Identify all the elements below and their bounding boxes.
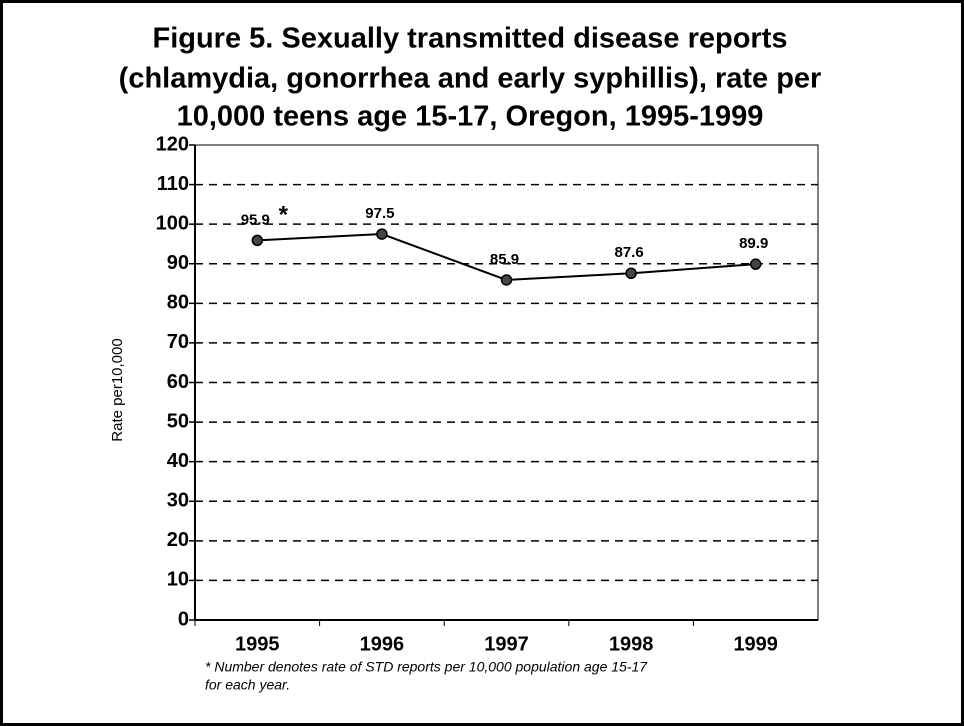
- y-tick-label: 20: [167, 529, 189, 551]
- data-label: 89.9: [739, 235, 768, 252]
- chart-title: (chlamydia, gonorrhea and early syphilli…: [119, 63, 822, 95]
- marker: [376, 228, 388, 240]
- y-tick-label: 80: [167, 292, 189, 314]
- y-tick-label: 30: [167, 490, 189, 512]
- data-label: 95.9: [241, 211, 270, 228]
- y-tick-label: 110: [157, 173, 189, 195]
- data-label: 87.6: [614, 244, 643, 261]
- annotation: *: [279, 202, 289, 229]
- y-tick-label: 120: [156, 133, 189, 155]
- footnote: * Number denotes rate of STD reports per…: [205, 659, 648, 675]
- x-tick-label: 1999: [733, 633, 778, 655]
- x-tick-label: 1998: [609, 633, 654, 655]
- y-tick-label: 0: [178, 608, 189, 630]
- x-tick-label: 1996: [360, 633, 405, 655]
- x-tick-label: 1995: [235, 633, 280, 655]
- marker: [251, 234, 264, 247]
- y-tick-label: 40: [167, 450, 189, 472]
- y-axis-label: Rate per10,000: [109, 338, 126, 441]
- chart-title: 10,000 teens age 15-17, Oregon, 1995-199…: [177, 101, 764, 133]
- x-tick-label: 1997: [484, 633, 529, 655]
- data-label: 97.5: [365, 205, 394, 222]
- marker: [749, 258, 762, 270]
- footnote: for each year.: [205, 677, 290, 693]
- y-tick-label: 100: [156, 212, 189, 234]
- y-tick-label: 90: [167, 252, 189, 274]
- marker: [500, 274, 513, 286]
- marker: [625, 267, 637, 279]
- y-tick-label: 60: [167, 371, 189, 393]
- y-tick-label: 10: [167, 569, 189, 591]
- chart-title: Figure 5. Sexually transmitted disease r…: [152, 23, 787, 55]
- y-tick-label: 70: [167, 331, 189, 353]
- data-label: 85.9: [490, 251, 519, 268]
- y-tick-label: 50: [167, 410, 189, 432]
